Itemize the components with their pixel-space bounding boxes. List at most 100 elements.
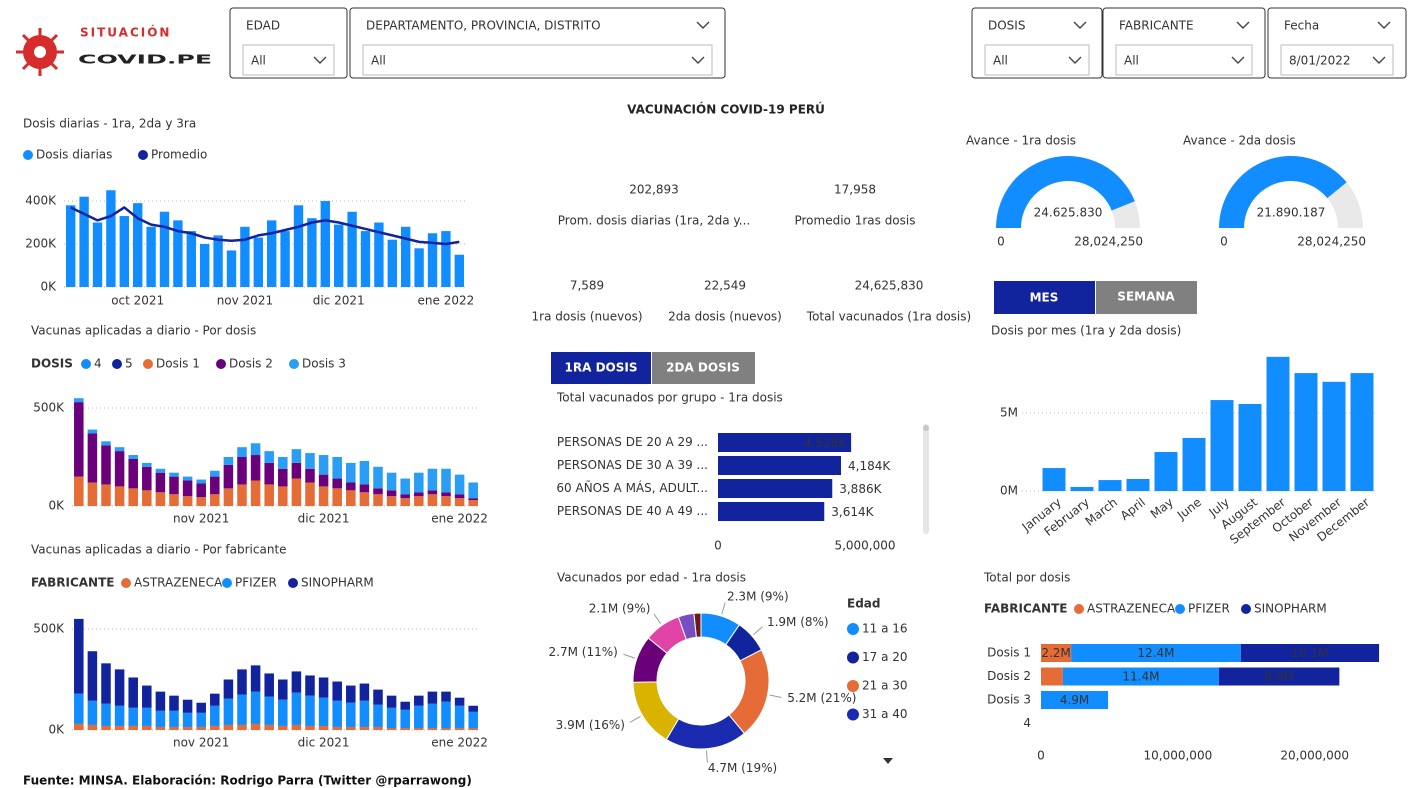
bar xyxy=(427,468,438,491)
bar xyxy=(718,479,833,498)
toggle-label[interactable]: MES xyxy=(1030,291,1059,305)
toggle-label[interactable]: SEMANA xyxy=(1117,290,1175,304)
legend-title: Edad xyxy=(847,597,880,611)
bar xyxy=(334,224,344,287)
bar xyxy=(400,727,410,730)
chart-title: Avance - 2da dosis xyxy=(1183,134,1296,148)
legend-swatch xyxy=(1175,604,1185,614)
bar xyxy=(250,691,261,724)
filter-value: All xyxy=(251,54,266,68)
y-tick-label: Dosis 2 xyxy=(987,669,1031,683)
bar xyxy=(169,726,179,730)
bar xyxy=(441,496,451,506)
filter-value: 8/01/2022 xyxy=(1289,54,1351,68)
bar xyxy=(142,685,152,708)
bar xyxy=(250,665,261,692)
bar xyxy=(1266,356,1290,491)
logo-top: SITUACIÓN xyxy=(80,25,171,40)
bar xyxy=(373,726,383,730)
bar xyxy=(146,226,156,287)
legend-swatch xyxy=(847,651,859,664)
bar xyxy=(114,447,125,452)
legend-label: Dosis 1 xyxy=(156,357,200,371)
bar xyxy=(332,726,342,730)
legend-label: 31 a 40 xyxy=(862,707,908,721)
toggle-button[interactable] xyxy=(994,281,1095,314)
legend-swatch xyxy=(289,359,299,369)
toggle-button[interactable] xyxy=(652,352,755,384)
bar xyxy=(374,222,384,287)
chevron xyxy=(1377,21,1391,29)
bar xyxy=(182,712,193,727)
bar xyxy=(223,698,234,725)
bar xyxy=(155,691,166,711)
y-tick-label: PERSONAS DE 40 A 49 ... xyxy=(557,504,708,518)
bar xyxy=(441,231,451,287)
bar xyxy=(74,402,84,477)
bar xyxy=(387,239,397,287)
gauge-min-label: 0 xyxy=(1220,235,1228,249)
kpi-value: 17,958 xyxy=(834,183,876,197)
chart-title: Vacunas aplicadas a diario - Por dosis xyxy=(31,324,256,338)
bar xyxy=(142,725,152,730)
bar-segment xyxy=(1041,667,1063,686)
bar xyxy=(182,726,193,730)
chart-title: Vacunas aplicadas a diario - Por fabrica… xyxy=(31,543,287,557)
bar xyxy=(400,709,410,728)
data-label: 1.9M (8%) xyxy=(767,615,829,629)
filter-dropdown[interactable] xyxy=(1115,44,1253,76)
toggle-label[interactable]: 1RA DOSIS xyxy=(565,361,638,375)
filter-label: EDAD xyxy=(246,19,280,33)
x-tick-label: 20,000,000 xyxy=(1280,749,1349,763)
bar xyxy=(240,226,250,287)
toggle-label[interactable]: 2DA DOSIS xyxy=(666,361,740,375)
bar xyxy=(119,216,129,287)
bar xyxy=(359,460,370,485)
x-tick-label: May xyxy=(1148,495,1176,521)
bar xyxy=(718,502,825,521)
bar xyxy=(346,702,356,727)
bar xyxy=(427,691,438,704)
legend-scroll-arrow[interactable] xyxy=(883,758,893,764)
scrollbar-thumb[interactable] xyxy=(923,425,929,431)
filter-dropdown[interactable] xyxy=(362,44,713,76)
bar xyxy=(128,455,138,459)
bar xyxy=(264,484,274,506)
y-tick-label: Dosis 3 xyxy=(987,693,1031,707)
bar xyxy=(106,190,116,287)
bar xyxy=(291,478,302,506)
bar xyxy=(346,726,356,730)
legend-swatch xyxy=(216,359,226,369)
bar xyxy=(74,398,84,403)
bar xyxy=(264,462,274,485)
bar xyxy=(237,694,247,725)
legend-label: 4 xyxy=(94,357,102,371)
y-tick-label: Dosis 1 xyxy=(987,646,1031,660)
bar xyxy=(468,482,478,499)
toggle-button[interactable] xyxy=(551,352,651,384)
toggle-button[interactable] xyxy=(1096,281,1197,314)
bar xyxy=(210,705,220,726)
bar xyxy=(142,707,152,726)
x-tick-label: 10,000,000 xyxy=(1144,749,1213,763)
y-tick-label: 5M xyxy=(1000,406,1018,420)
legend-swatch xyxy=(847,623,859,635)
scrollbar[interactable] xyxy=(923,424,929,534)
bar xyxy=(264,451,274,463)
leader-line xyxy=(623,653,635,659)
bar xyxy=(278,468,288,487)
bar xyxy=(278,699,288,726)
bar-segment xyxy=(1041,644,1072,662)
kpi-label: Prom. dosis diarias (1ra, 2da y... xyxy=(558,214,750,228)
filter-dropdown[interactable] xyxy=(1280,44,1394,76)
bar xyxy=(210,693,220,706)
bar xyxy=(427,490,438,495)
bar xyxy=(441,701,451,728)
bar xyxy=(264,724,274,730)
leader-line xyxy=(769,694,782,698)
bar xyxy=(128,725,138,730)
filter-dropdown[interactable] xyxy=(242,44,335,76)
bar xyxy=(386,472,397,491)
bar xyxy=(401,226,411,287)
